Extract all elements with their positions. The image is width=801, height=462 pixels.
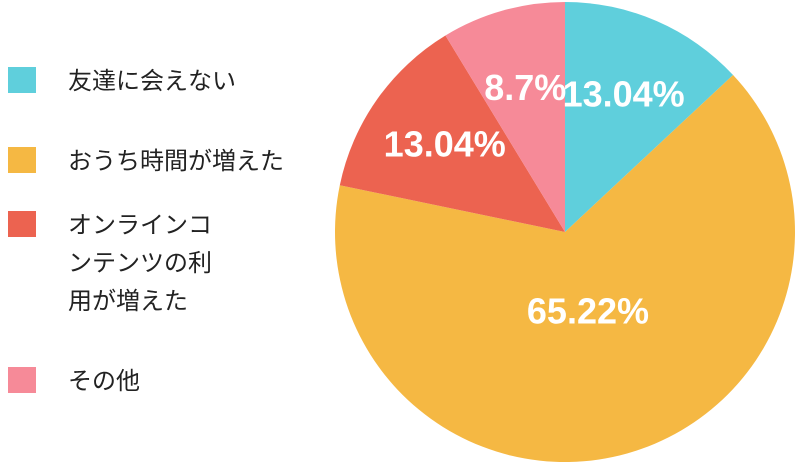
value-label: 8.7%	[484, 67, 566, 108]
legend-label: おうち時間が増えた	[68, 147, 284, 175]
legend-label: 友達に会えない	[68, 67, 236, 95]
value-label: 65.22%	[527, 290, 649, 331]
pie-slice	[335, 74, 795, 462]
pie-slice	[445, 2, 565, 232]
legend-item: 友達に会えない	[8, 62, 328, 100]
pie-slice	[339, 35, 565, 232]
value-label: 13.04%	[563, 73, 685, 114]
legend-swatch	[8, 367, 36, 393]
pie-slice	[565, 2, 734, 232]
legend-item: その他	[8, 362, 328, 400]
legend-swatch	[8, 147, 36, 173]
legend-swatch	[8, 67, 36, 93]
legend-swatch	[8, 211, 36, 237]
value-label: 13.04%	[384, 124, 506, 165]
legend-label: オンラインコンテンツの利用が増えた	[68, 211, 212, 315]
legend-item: おうち時間が増えた	[8, 142, 328, 180]
legend-item: オンラインコンテンツの利用が増えた	[8, 206, 218, 320]
legend-label: その他	[68, 367, 140, 395]
